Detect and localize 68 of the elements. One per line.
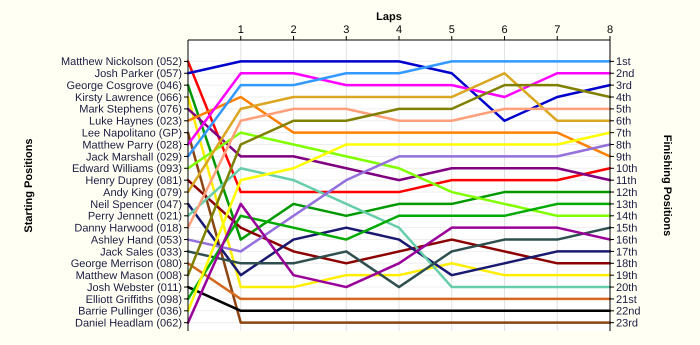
y2-tick-label: 14th xyxy=(616,210,638,223)
category-label: Matthew Mason (008) xyxy=(76,270,182,282)
category-label: Ashley Hand (053) xyxy=(90,234,182,246)
y2-tick-label: 12th xyxy=(616,186,638,199)
category-label: Matthew Parry (028) xyxy=(82,139,182,152)
y2-tick-label: 15th xyxy=(616,222,638,235)
y2-tick-label: 2nd xyxy=(616,68,634,80)
category-label: Kirsty Lawrence (066) xyxy=(75,92,182,104)
line-series xyxy=(186,60,612,122)
y2-tick-label: 13th xyxy=(616,198,638,211)
x-tick-label: 6 xyxy=(501,24,508,36)
line-series xyxy=(186,96,612,158)
x-tick-label: 1 xyxy=(238,24,244,36)
y2-tick-label: 17th xyxy=(616,246,638,258)
category-label: Mark Stephens (076) xyxy=(79,104,182,116)
y2-tick-label: 11th xyxy=(616,175,637,188)
category-label: Josh Webster (011) xyxy=(87,282,182,294)
line-series xyxy=(186,167,612,288)
y2-tick-label: 18th xyxy=(616,258,638,270)
y2-tick-label: 7th xyxy=(616,127,632,140)
category-label: Matthew Nickolson (052) xyxy=(60,56,182,68)
y2-tick-label: 5th xyxy=(616,104,632,116)
category-label: George Merrison (080) xyxy=(70,258,182,270)
line-series xyxy=(186,108,612,182)
line-series xyxy=(186,72,612,146)
y2-tick-label: 16th xyxy=(616,234,638,246)
y2-tick-label: 19th xyxy=(616,270,638,282)
x-tick-label: 4 xyxy=(396,24,402,36)
x-tick-label: 3 xyxy=(343,24,350,36)
y2-tick-label: 4th xyxy=(616,92,632,104)
category-label: Barrie Pullinger (036) xyxy=(78,306,182,318)
line-series xyxy=(186,131,612,218)
category-label: Henry Duprey (081) xyxy=(85,175,182,188)
line-series xyxy=(186,143,612,253)
category-label: Jack Sales (033) xyxy=(100,246,182,258)
category-label: Perry Jennett (021) xyxy=(88,210,182,223)
category-label: Josh Parker (057) xyxy=(94,68,182,80)
y2-tick-label: 3rd xyxy=(616,80,632,92)
x-tick-label: 5 xyxy=(448,24,455,36)
category-label: Danny Harwood (018) xyxy=(74,222,182,235)
y2-tick-label: 8th xyxy=(616,139,632,152)
line-series xyxy=(186,226,612,288)
category-label: Neil Spencer (047) xyxy=(90,198,182,211)
category-label: Lee Napolitano (GP) xyxy=(82,127,182,140)
category-label: Elliott Griffiths (098) xyxy=(86,294,182,306)
x-tick-label: 7 xyxy=(554,24,560,36)
y2-tick-label: 9th xyxy=(616,151,632,164)
category-label: Edward Williams (093) xyxy=(72,163,182,176)
category-label: Luke Haynes (023) xyxy=(89,116,182,128)
text: Starting Positions xyxy=(23,138,35,233)
y2-tick-label: 1st xyxy=(616,56,631,68)
y2-tick-label: 10th xyxy=(616,163,638,176)
line-series xyxy=(186,202,612,300)
category-label: Andy King (079) xyxy=(103,186,182,199)
x-tick-label: 2 xyxy=(290,24,297,36)
line-series xyxy=(186,202,612,324)
y2-tick-label: 23rd xyxy=(616,318,638,330)
line-series xyxy=(186,60,612,158)
x-axis-title: Laps xyxy=(376,11,402,23)
x-tick-label: 8 xyxy=(606,24,614,36)
y2-tick-label: 6th xyxy=(616,116,632,128)
y2-tick-label: 22nd xyxy=(616,306,640,318)
category-label: George Cosgrove (046) xyxy=(66,80,182,92)
category-label: Daniel Headlam (062) xyxy=(75,318,182,330)
y2-axis-title: Finishing Positions xyxy=(661,134,673,236)
y2-tick-label: 21st xyxy=(616,294,637,306)
category-label: Jack Marshall (029) xyxy=(86,151,182,164)
y2-tick-label: 20th xyxy=(616,282,638,294)
